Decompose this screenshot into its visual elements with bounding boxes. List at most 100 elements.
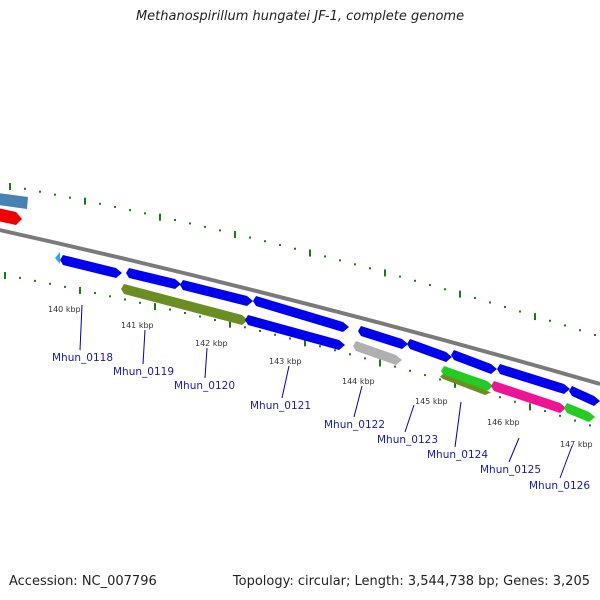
- minor-tick: [54, 193, 56, 196]
- minor-tick: [439, 378, 441, 381]
- gene-arrow-magenta[interactable]: [491, 381, 566, 413]
- minor-tick: [504, 305, 506, 308]
- major-tick: [529, 403, 531, 411]
- major-tick: [304, 339, 306, 347]
- kbp-label-145: 145 kbp: [415, 397, 448, 406]
- minor-tick: [264, 240, 266, 243]
- major-tick: [79, 286, 81, 294]
- minor-tick: [259, 329, 261, 332]
- cyan-marker: [55, 252, 60, 264]
- gene-arrow-1[interactable]: [60, 255, 122, 278]
- gene-label-mhun-0123[interactable]: Mhun_0123: [377, 434, 438, 446]
- minor-tick: [594, 334, 596, 337]
- kbp-label-144: 144 kbp: [342, 377, 375, 386]
- minor-tick: [544, 410, 546, 413]
- gene-arrow-3[interactable]: [180, 280, 253, 306]
- minor-tick: [559, 414, 561, 417]
- minor-tick: [169, 308, 171, 311]
- minor-tick: [219, 229, 221, 232]
- minor-tick: [34, 279, 36, 282]
- gene-label-mhun-0119[interactable]: Mhun_0119: [113, 366, 174, 378]
- major-tick: [154, 303, 156, 311]
- gene-arrow-2[interactable]: [126, 268, 181, 289]
- minor-tick: [294, 247, 296, 250]
- major-tick: [84, 197, 86, 205]
- minor-tick: [549, 319, 551, 322]
- gene-arrow-7[interactable]: [407, 339, 452, 362]
- minor-tick: [319, 345, 321, 348]
- minor-tick: [64, 285, 66, 288]
- minor-tick: [514, 400, 516, 403]
- major-tick: [384, 269, 386, 277]
- minor-tick: [99, 202, 101, 205]
- gene-arrow-4[interactable]: [253, 296, 349, 332]
- minor-tick: [19, 276, 21, 279]
- gene-arrow-8[interactable]: [451, 350, 497, 374]
- minor-tick: [189, 222, 191, 225]
- minor-tick: [204, 225, 206, 228]
- gene-label-mhun-0118[interactable]: Mhun_0118: [52, 352, 113, 364]
- minor-tick: [519, 310, 521, 313]
- minor-tick: [214, 319, 216, 322]
- minor-tick: [124, 298, 126, 301]
- minor-tick: [444, 288, 446, 291]
- gene-label-mhun-0120[interactable]: Mhun_0120: [174, 380, 235, 392]
- minor-tick: [364, 357, 366, 360]
- gene-label-mhun-0126[interactable]: Mhun_0126: [529, 480, 590, 492]
- genome-backbone: [0, 228, 600, 386]
- minor-tick: [574, 419, 576, 422]
- minor-tick: [429, 283, 431, 286]
- minor-tick: [139, 301, 141, 304]
- minor-tick: [339, 259, 341, 262]
- major-tick: [234, 230, 236, 238]
- major-tick: [4, 272, 6, 279]
- outer-feature-red: [0, 208, 22, 225]
- minor-tick: [174, 219, 176, 222]
- minor-tick: [369, 267, 371, 270]
- major-tick: [309, 249, 311, 257]
- kbp-label-146: 146 kbp: [487, 418, 520, 427]
- gene-leader-line: [79, 304, 83, 351]
- major-tick: [459, 290, 461, 298]
- minor-tick: [354, 263, 356, 266]
- minor-tick: [69, 196, 71, 199]
- kbp-label-143: 143 kbp: [269, 357, 302, 366]
- gene-arrow-green[interactable]: [441, 366, 493, 391]
- minor-tick: [114, 205, 116, 208]
- minor-tick: [409, 369, 411, 372]
- genome-summary-text: Topology: circular; Length: 3,544,738 bp…: [232, 574, 590, 589]
- gene-leader-line: [204, 347, 208, 379]
- gene-leader-line: [281, 365, 290, 399]
- outer-feature-steel-blue: [0, 193, 28, 209]
- minor-tick: [424, 374, 426, 377]
- major-tick: [229, 320, 231, 328]
- minor-tick: [414, 279, 416, 282]
- gene-arrow-5[interactable]: [245, 315, 345, 350]
- minor-tick: [129, 209, 131, 212]
- minor-tick: [249, 236, 251, 239]
- minor-tick: [499, 396, 501, 399]
- gene-arrow-9[interactable]: [497, 364, 570, 394]
- gene-arrow-10[interactable]: [569, 386, 600, 406]
- gene-arrow-6[interactable]: [358, 326, 408, 349]
- major-tick: [379, 359, 381, 367]
- gene-arrow-olive[interactable]: [121, 284, 248, 325]
- minor-tick: [49, 282, 51, 285]
- gene-leaders: [79, 304, 573, 479]
- gene-arrow-green-dark[interactable]: [440, 374, 491, 395]
- gene-leader-line: [353, 385, 363, 418]
- gene-leader-line: [559, 445, 573, 479]
- minor-tick: [109, 295, 111, 298]
- gene-arrow-gray[interactable]: [353, 341, 402, 365]
- minor-tick: [564, 324, 566, 327]
- genome-title: Methanospirillum hungatei JF-1, complete…: [135, 9, 465, 24]
- gene-label-mhun-0121[interactable]: Mhun_0121: [250, 400, 311, 412]
- gene-label-mhun-0125[interactable]: Mhun_0125: [480, 464, 541, 476]
- minor-tick: [349, 353, 351, 356]
- minor-tick: [589, 424, 591, 427]
- gene-arrow-green-2[interactable]: [564, 403, 595, 422]
- gene-label-mhun-0124[interactable]: Mhun_0124: [427, 449, 488, 461]
- minor-tick: [39, 190, 41, 193]
- gene-label-mhun-0122[interactable]: Mhun_0122: [324, 419, 385, 431]
